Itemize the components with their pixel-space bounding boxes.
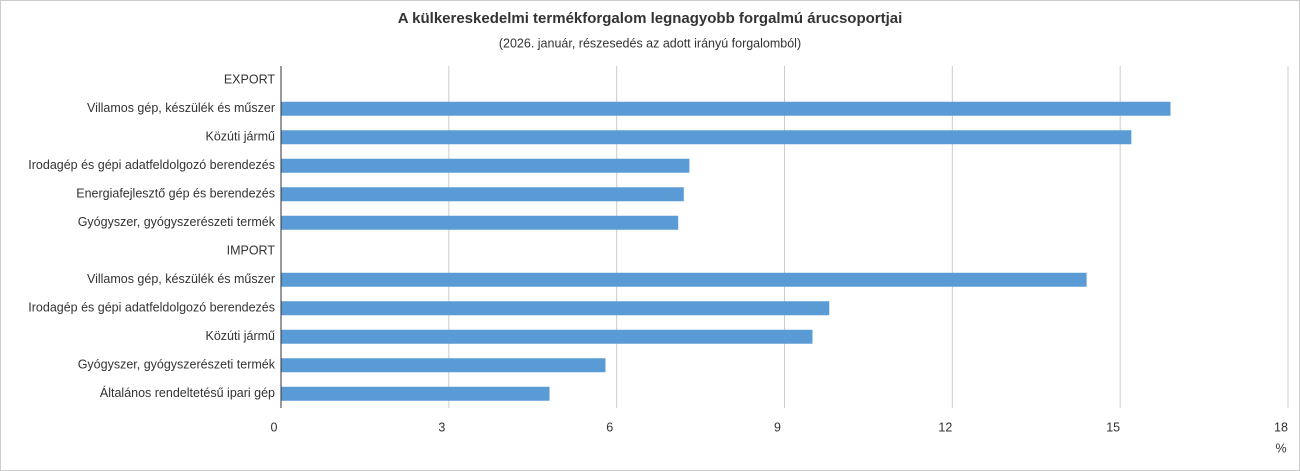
y-tick-label: Energiafejlesztő gép és berendezés [76, 187, 275, 201]
bar [281, 215, 679, 230]
bar [281, 187, 684, 202]
x-axis-label: % [1275, 441, 1286, 455]
y-tick-label: Általános rendeltetésű ipari gép [100, 385, 275, 400]
x-tick-label: 0 [271, 420, 278, 434]
y-tick-label: Irodagép és gépi adatfeldolgozó berendez… [28, 158, 275, 172]
bar [281, 101, 1171, 116]
x-tick-label: 12 [938, 420, 952, 434]
bar [281, 358, 606, 373]
y-tick-label: Irodagép és gépi adatfeldolgozó berendez… [28, 301, 275, 315]
y-tick-label: Gyógyszer, gyógyszerészeti termék [78, 215, 276, 229]
x-tick-label: 3 [438, 420, 445, 434]
y-tick-label: Gyógyszer, gyógyszerészeti termék [78, 358, 276, 372]
y-tick-label: Közúti jármű [206, 329, 276, 343]
y-tick-label: Közúti jármű [206, 130, 276, 144]
bar [281, 272, 1087, 287]
x-tick-label: 18 [1274, 420, 1288, 434]
bar [281, 158, 690, 173]
bar [281, 301, 830, 316]
x-tick-label: 6 [606, 420, 613, 434]
y-tick-label: Villamos gép, készülék és műszer [87, 272, 275, 286]
x-tick-label: 15 [1106, 420, 1120, 434]
y-tick-label: Villamos gép, készülék és műszer [87, 101, 275, 115]
y-tick-label: EXPORT [224, 73, 276, 87]
bar [281, 130, 1132, 145]
chart-subtitle: (2026. január, részesedés az adott irány… [499, 36, 801, 50]
y-tick-label: IMPORT [227, 244, 276, 258]
bar [281, 386, 550, 401]
x-tick-label: 9 [774, 420, 781, 434]
bar [281, 329, 813, 344]
chart-title: A külkereskedelmi termékforgalom legnagy… [398, 10, 903, 27]
